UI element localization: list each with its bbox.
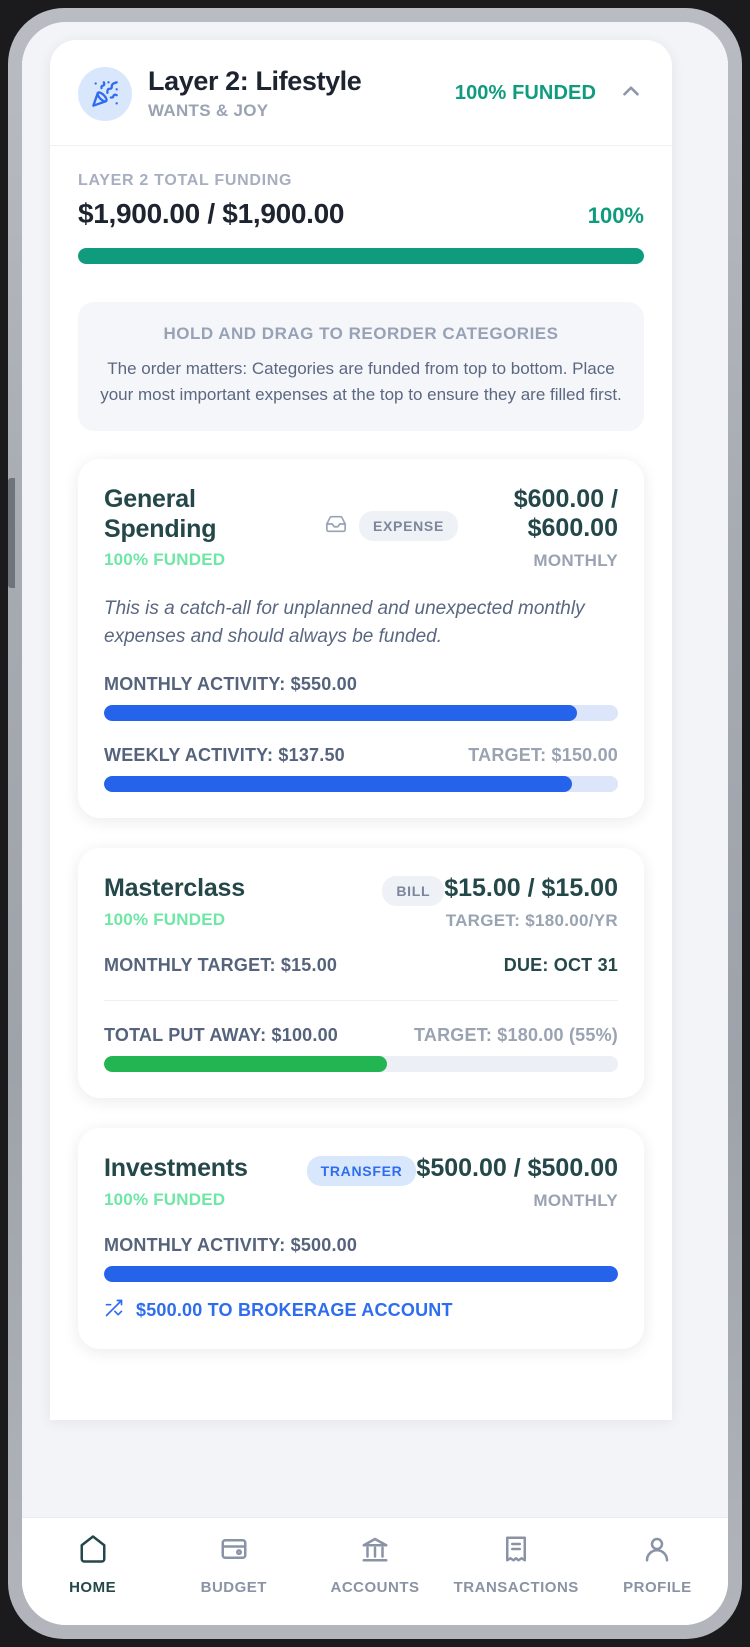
- phone-side-button[interactable]: [8, 478, 15, 588]
- total-funding-label: LAYER 2 TOTAL FUNDING: [78, 172, 293, 190]
- transfer-arrows-icon: [104, 1298, 124, 1323]
- total-funding-progress-bar: [78, 248, 644, 265]
- metric-label: TOTAL PUT AWAY: $100.00: [104, 1025, 339, 1046]
- wallet-icon: [219, 1534, 249, 1569]
- monthly-target-label: MONTHLY TARGET: $15.00: [104, 955, 338, 976]
- metric-label: MONTHLY ACTIVITY: $500.00: [104, 1235, 358, 1256]
- card-divider: [104, 1000, 618, 1002]
- person-icon: [642, 1534, 672, 1569]
- category-amount: $15.00 / $15.00: [444, 874, 618, 903]
- category-name: General Spending: [104, 485, 217, 543]
- category-metric: MONTHLY ACTIVITY: $500.00: [104, 1235, 618, 1283]
- metric-progress-fill: [104, 1056, 387, 1073]
- category-list: General Spending 100% FUNDED: [50, 431, 672, 1350]
- category-card-general-spending[interactable]: General Spending 100% FUNDED: [78, 459, 644, 819]
- layer-total-funding: LAYER 2 TOTAL FUNDING $1,900.00 / $1,900…: [50, 146, 672, 274]
- home-icon: [78, 1534, 108, 1569]
- metric-progress-bar: [104, 705, 618, 722]
- category-period: TARGET: $180.00/YR: [445, 911, 618, 931]
- layer-panel: Layer 2: Lifestyle WANTS & JOY 100% FUND…: [50, 40, 672, 1420]
- reorder-hint-title: HOLD AND DRAG TO REORDER CATEGORIES: [163, 324, 559, 344]
- nav-label-budget: BUDGET: [200, 1579, 267, 1596]
- transfer-destination-link[interactable]: $500.00 TO BROKERAGE ACCOUNT: [104, 1298, 618, 1323]
- category-name: Masterclass: [104, 874, 245, 903]
- chevron-up-icon[interactable]: [618, 78, 644, 109]
- nav-item-accounts[interactable]: ACCOUNTS: [304, 1534, 445, 1596]
- metric-target: TARGET: $150.00: [468, 745, 618, 766]
- layer-title: Layer 2: Lifestyle: [148, 66, 362, 96]
- category-description: This is a catch-all for unplanned and un…: [104, 598, 585, 647]
- category-info-row: MONTHLY TARGET: $15.00 DUE: OCT 31: [104, 955, 618, 976]
- category-period: MONTHLY: [533, 1191, 618, 1211]
- category-type-badge: TRANSFER: [306, 1156, 417, 1187]
- due-date-label: DUE: OCT 31: [503, 955, 618, 976]
- layer-funded-status: 100% FUNDED: [454, 82, 596, 105]
- category-funded-status: 100% FUNDED: [104, 909, 226, 929]
- category-amount: $600.00 / $600.00: [513, 485, 618, 543]
- party-popper-icon: [78, 66, 132, 121]
- nav-label-accounts: ACCOUNTS: [330, 1579, 420, 1596]
- metric-progress-fill: [104, 776, 572, 793]
- nav-item-budget[interactable]: BUDGET: [163, 1534, 304, 1596]
- layer-subtitle: WANTS & JOY: [148, 101, 269, 121]
- layer-header[interactable]: Layer 2: Lifestyle WANTS & JOY 100% FUND…: [50, 40, 672, 147]
- metric-progress-bar: [104, 1056, 618, 1073]
- phone-screen: Layer 2: Lifestyle WANTS & JOY 100% FUND…: [22, 22, 728, 1625]
- reorder-hint-box: HOLD AND DRAG TO REORDER CATEGORIES The …: [78, 302, 644, 432]
- metric-label: MONTHLY ACTIVITY: $550.00: [104, 674, 358, 695]
- category-funded-status: 100% FUNDED: [104, 1189, 226, 1209]
- category-metric: WEEKLY ACTIVITY: $137.50 TARGET: $150.00: [104, 745, 618, 793]
- nav-label-profile: PROFILE: [623, 1579, 692, 1596]
- category-metric: MONTHLY ACTIVITY: $550.00: [104, 674, 618, 722]
- category-card-masterclass[interactable]: Masterclass 100% FUNDED BILL $15.00 / $1…: [78, 848, 644, 1099]
- category-metric: TOTAL PUT AWAY: $100.00 TARGET: $180.00 …: [104, 1025, 618, 1073]
- total-funding-progress-fill: [78, 248, 644, 265]
- metric-progress-bar: [104, 776, 618, 793]
- metric-progress-bar: [104, 1266, 618, 1283]
- transfer-destination-text: $500.00 TO BROKERAGE ACCOUNT: [136, 1300, 453, 1321]
- total-funding-amount: $1,900.00 / $1,900.00: [78, 198, 345, 230]
- nav-item-profile[interactable]: PROFILE: [587, 1534, 728, 1596]
- category-amount: $500.00 / $500.00: [416, 1154, 618, 1183]
- receipt-icon: [501, 1534, 531, 1569]
- metric-progress-fill: [104, 1266, 618, 1283]
- category-name: Investments: [104, 1154, 248, 1183]
- category-type-badge: EXPENSE: [358, 511, 458, 542]
- nav-item-home[interactable]: HOME: [22, 1534, 163, 1596]
- bottom-navigation: HOME BUDGET: [22, 1517, 728, 1625]
- metric-label: WEEKLY ACTIVITY: $137.50: [104, 745, 345, 766]
- category-card-investments[interactable]: Investments 100% FUNDED TRANSFER $500.00…: [78, 1128, 644, 1350]
- category-funded-status: 100% FUNDED: [104, 550, 226, 570]
- nav-label-home: HOME: [69, 1579, 117, 1596]
- reorder-hint-text: The order matters: Categories are funded…: [100, 359, 622, 404]
- category-period: MONTHLY: [533, 551, 618, 571]
- total-funding-percent: 100%: [587, 203, 644, 229]
- scrollable-content[interactable]: Layer 2: Lifestyle WANTS & JOY 100% FUND…: [22, 22, 728, 1525]
- phone-frame: Layer 2: Lifestyle WANTS & JOY 100% FUND…: [8, 8, 742, 1639]
- nav-label-transactions: TRANSACTIONS: [453, 1579, 579, 1596]
- metric-target: TARGET: $180.00 (55%): [414, 1025, 618, 1046]
- metric-progress-fill: [104, 705, 577, 722]
- inbox-icon: [325, 513, 347, 540]
- nav-item-transactions[interactable]: TRANSACTIONS: [446, 1534, 587, 1596]
- bank-icon: [360, 1534, 390, 1569]
- category-type-badge: BILL: [382, 876, 445, 907]
